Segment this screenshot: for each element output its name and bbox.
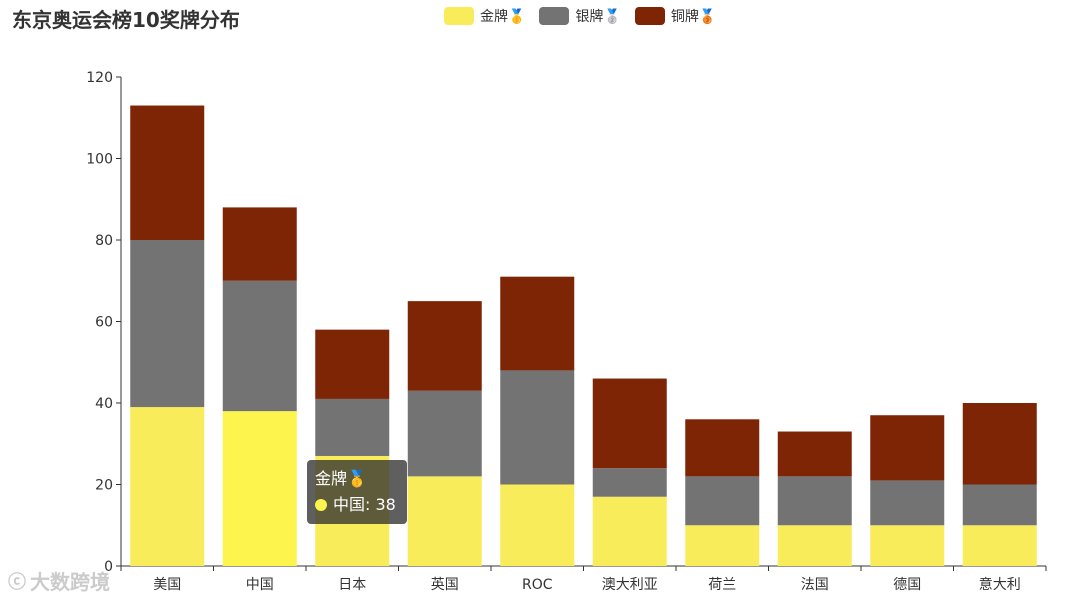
x-tick-label: ROC — [522, 577, 553, 593]
bar-silver-2 — [315, 398, 390, 456]
watermark-text: 大数跨境 — [30, 570, 110, 594]
x-tick-label: 荷兰 — [708, 577, 736, 593]
tooltip-title: 金牌🥇 — [315, 469, 367, 488]
bar-bronze-8 — [870, 415, 945, 481]
legend-swatch-silver — [539, 7, 570, 25]
bar-gold-9 — [962, 525, 1037, 566]
bar-bronze-6 — [685, 419, 760, 477]
y-tick-label: 0 — [104, 559, 113, 575]
x-tick-label: 澳大利亚 — [602, 577, 658, 593]
bar-gold-8 — [870, 525, 945, 566]
watermark: ⓒ 大数跨境 — [8, 566, 110, 595]
bar-silver-9 — [962, 484, 1037, 526]
bar-bronze-0 — [130, 105, 205, 241]
legend-item-gold[interactable]: 金牌🥇 — [444, 6, 525, 26]
bar-silver-0 — [130, 240, 205, 408]
legend-label-bronze: 铜牌🥉 — [670, 9, 717, 25]
y-tick-label: 60 — [95, 315, 113, 331]
legend-label-silver: 银牌🥈 — [575, 9, 621, 25]
bar-gold-0 — [130, 407, 205, 566]
chart-legend: 金牌🥇 银牌🥈 铜牌🥉 — [444, 6, 716, 26]
legend-label-gold: 金牌🥇 — [480, 9, 526, 25]
bar-silver-3 — [407, 390, 482, 477]
bar-bronze-5 — [592, 378, 667, 469]
bar-gold-6 — [685, 525, 760, 566]
tooltip-value: 中国: 38 — [333, 495, 396, 514]
bar-silver-4 — [500, 370, 575, 485]
bar-gold-4 — [500, 484, 575, 566]
legend-swatch-bronze — [634, 7, 665, 25]
bar-gold-3 — [407, 476, 482, 566]
bar-silver-1 — [222, 280, 297, 412]
x-tick-label: 德国 — [893, 577, 921, 593]
x-tick-label: 意大利 — [979, 576, 1021, 593]
chart-tooltip: 金牌🥇 中国: 38 — [307, 460, 407, 524]
tooltip-value-row: 中国: 38 — [315, 492, 399, 518]
bar-silver-8 — [870, 480, 945, 526]
legend-item-silver[interactable]: 银牌🥈 — [539, 6, 621, 26]
bar-gold-7 — [777, 525, 852, 566]
y-tick-label: 20 — [95, 478, 113, 494]
bar-gold-5 — [592, 496, 667, 566]
watermark-logo-icon: ⓒ — [8, 571, 26, 593]
y-tick-label: 80 — [95, 233, 113, 249]
bar-gold-1 — [222, 411, 297, 566]
y-tick-label: 100 — [86, 152, 113, 168]
x-tick-label: 日本 — [338, 577, 366, 593]
legend-swatch-gold — [444, 7, 474, 25]
bar-bronze-1 — [222, 207, 297, 281]
bar-silver-6 — [685, 476, 760, 526]
bar-bronze-7 — [777, 431, 852, 477]
x-tick-label: 美国 — [153, 577, 181, 593]
y-tick-label: 120 — [86, 70, 113, 86]
tooltip-series-dot — [315, 499, 327, 511]
x-tick-label: 中国 — [246, 577, 274, 593]
bar-silver-7 — [777, 476, 852, 526]
bar-silver-5 — [592, 468, 667, 497]
x-tick-label: 英国 — [431, 576, 459, 593]
bar-bronze-2 — [315, 329, 390, 399]
x-tick-label: 法国 — [801, 577, 829, 593]
bar-bronze-4 — [500, 276, 575, 371]
legend-item-bronze[interactable]: 铜牌🥉 — [634, 6, 717, 26]
bar-bronze-9 — [962, 403, 1037, 485]
bar-bronze-3 — [407, 301, 482, 391]
y-tick-label: 40 — [95, 396, 113, 412]
chart-title: 东京奥运会榜10奖牌分布 — [12, 8, 240, 32]
